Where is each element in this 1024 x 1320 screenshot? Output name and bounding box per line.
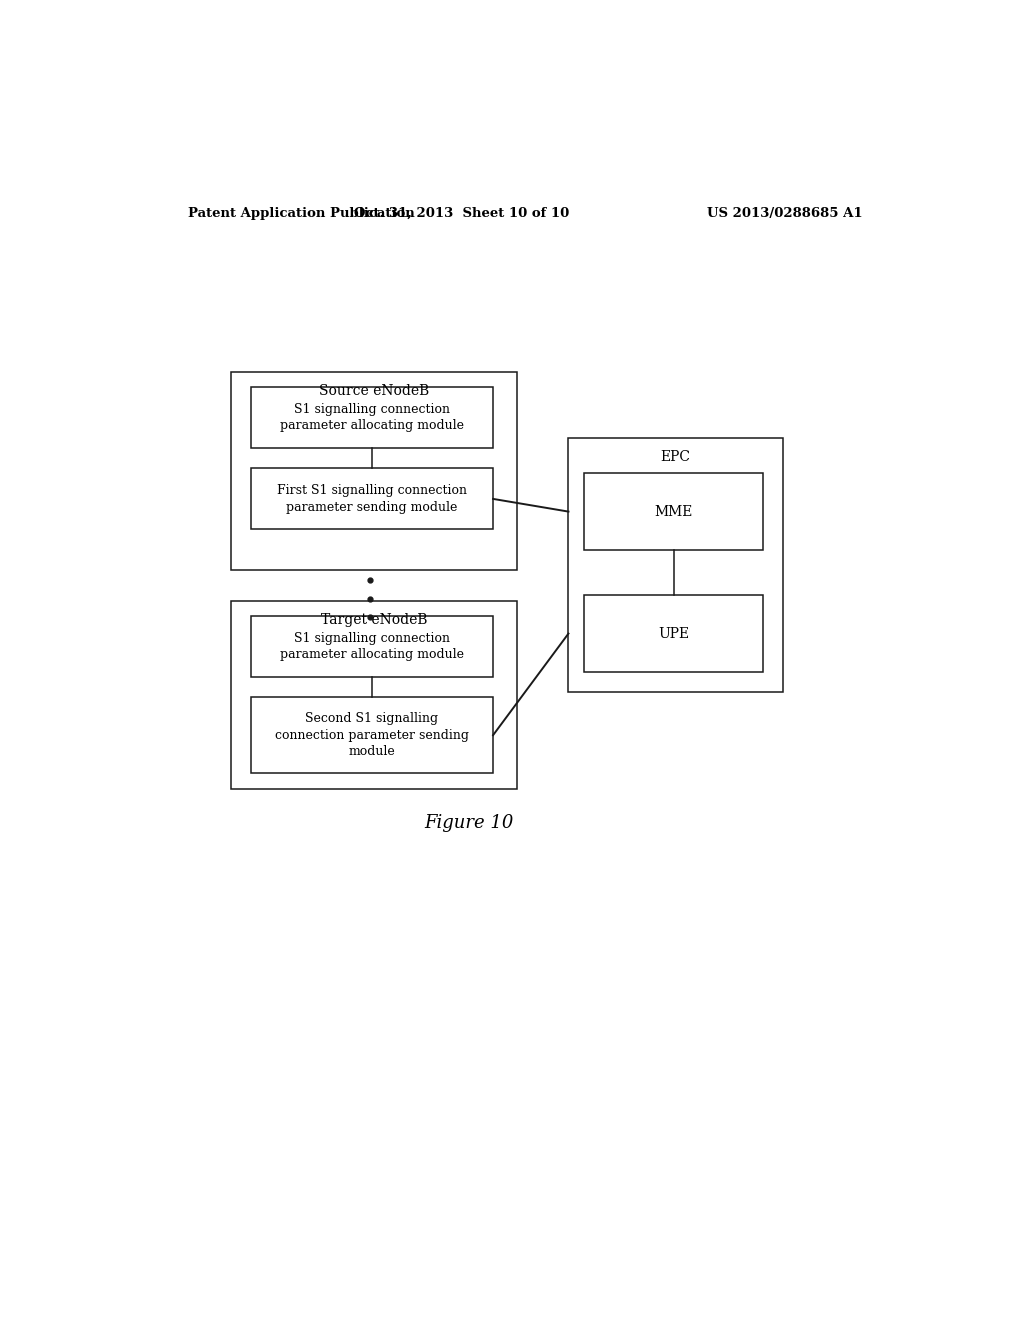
Text: Target eNodeB: Target eNodeB bbox=[321, 612, 427, 627]
Text: EPC: EPC bbox=[660, 450, 690, 465]
Bar bbox=[231, 372, 517, 570]
Text: UPE: UPE bbox=[658, 627, 689, 640]
Text: Second S1 signalling
connection parameter sending
module: Second S1 signalling connection paramete… bbox=[275, 713, 469, 758]
Text: S1 signalling connection
parameter allocating module: S1 signalling connection parameter alloc… bbox=[280, 403, 464, 433]
Text: US 2013/0288685 A1: US 2013/0288685 A1 bbox=[708, 207, 863, 220]
Bar bbox=[251, 387, 493, 447]
Bar bbox=[231, 601, 517, 788]
Text: Patent Application Publication: Patent Application Publication bbox=[187, 207, 415, 220]
Text: MME: MME bbox=[654, 504, 693, 519]
Text: Oct. 31, 2013  Sheet 10 of 10: Oct. 31, 2013 Sheet 10 of 10 bbox=[353, 207, 569, 220]
Bar bbox=[251, 469, 493, 529]
Bar bbox=[585, 595, 763, 672]
Text: First S1 signalling connection
parameter sending module: First S1 signalling connection parameter… bbox=[278, 484, 467, 513]
Text: Source eNodeB: Source eNodeB bbox=[318, 384, 429, 399]
Bar bbox=[251, 615, 493, 677]
Bar bbox=[251, 697, 493, 774]
Bar bbox=[585, 474, 763, 549]
Text: Figure 10: Figure 10 bbox=[425, 814, 514, 832]
Bar bbox=[568, 438, 782, 692]
Text: S1 signalling connection
parameter allocating module: S1 signalling connection parameter alloc… bbox=[280, 631, 464, 661]
